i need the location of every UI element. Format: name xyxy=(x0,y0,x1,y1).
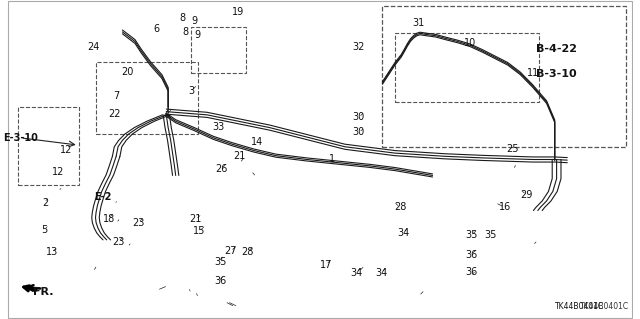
Text: 15: 15 xyxy=(193,226,205,236)
Text: 4: 4 xyxy=(163,110,170,120)
Text: 16: 16 xyxy=(499,202,511,212)
Text: TK44B0401C: TK44B0401C xyxy=(556,302,604,311)
Text: 17: 17 xyxy=(320,260,332,270)
Text: 29: 29 xyxy=(520,189,532,200)
Text: 8: 8 xyxy=(179,12,185,23)
Text: 21: 21 xyxy=(234,151,246,161)
Text: TK44B0401C: TK44B0401C xyxy=(580,302,629,311)
Text: 23: 23 xyxy=(132,218,144,228)
Text: 34: 34 xyxy=(375,268,387,278)
Text: 34: 34 xyxy=(350,268,362,278)
Text: 36: 36 xyxy=(465,249,477,260)
Text: 35: 35 xyxy=(465,230,477,241)
Text: FR.: FR. xyxy=(33,287,53,297)
Text: 2: 2 xyxy=(42,197,49,208)
Text: 1: 1 xyxy=(329,154,335,165)
Text: 30: 30 xyxy=(353,127,365,137)
Text: 35: 35 xyxy=(484,230,497,241)
Text: E-3-10: E-3-10 xyxy=(3,133,38,143)
Text: 25: 25 xyxy=(506,144,519,154)
Text: 33: 33 xyxy=(212,122,225,132)
Text: 32: 32 xyxy=(353,42,365,52)
Text: 8: 8 xyxy=(182,27,188,37)
Text: 31: 31 xyxy=(413,18,425,28)
Text: 12: 12 xyxy=(52,167,64,177)
Text: 21: 21 xyxy=(189,214,202,225)
Text: 6: 6 xyxy=(154,24,160,34)
Text: 3: 3 xyxy=(188,86,195,96)
Text: 9: 9 xyxy=(191,16,198,26)
Text: B-4-22: B-4-22 xyxy=(536,44,577,55)
Text: 11: 11 xyxy=(527,68,539,78)
Text: 14: 14 xyxy=(251,137,263,147)
Text: 36: 36 xyxy=(214,276,227,286)
Text: 23: 23 xyxy=(112,237,124,247)
Text: 26: 26 xyxy=(215,164,228,174)
Text: 27: 27 xyxy=(225,246,237,256)
Text: 28: 28 xyxy=(394,202,406,212)
Text: 9: 9 xyxy=(195,30,201,40)
Text: 5: 5 xyxy=(41,225,47,235)
Text: 13: 13 xyxy=(45,247,58,257)
Text: 12: 12 xyxy=(60,145,72,155)
Text: 7: 7 xyxy=(113,91,119,101)
Text: 22: 22 xyxy=(108,109,120,119)
Text: 24: 24 xyxy=(87,42,99,52)
Text: B-3-10: B-3-10 xyxy=(536,69,577,79)
Text: 18: 18 xyxy=(102,213,115,224)
Text: E-2: E-2 xyxy=(93,192,111,202)
Text: 30: 30 xyxy=(353,112,365,122)
Text: 28: 28 xyxy=(241,247,254,257)
Text: 34: 34 xyxy=(397,228,409,238)
Text: 20: 20 xyxy=(121,67,134,77)
Text: 35: 35 xyxy=(214,256,227,267)
Text: 10: 10 xyxy=(464,38,476,48)
Text: 19: 19 xyxy=(232,7,244,17)
Text: 36: 36 xyxy=(465,267,477,277)
